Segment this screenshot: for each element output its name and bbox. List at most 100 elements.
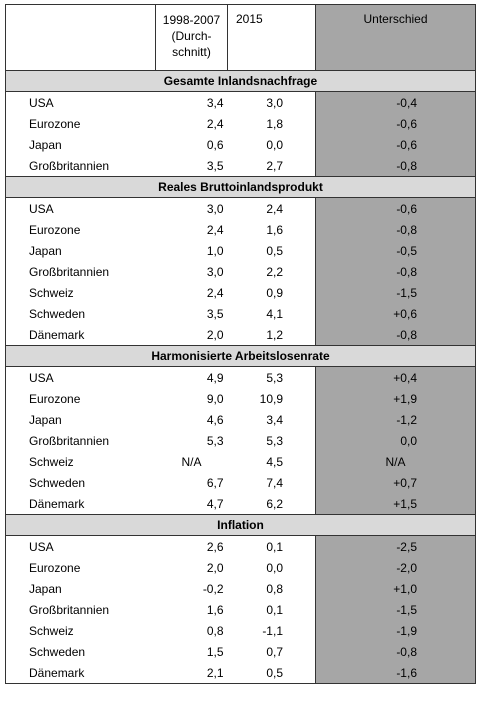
period-value-cell: 0,6: [206, 137, 224, 152]
period-value-cell: 1,6: [206, 602, 224, 617]
section-header-gesamte-inlandsnachfrage: Gesamte Inlandsnachfrage: [5, 70, 476, 92]
country-cell: Schweden: [5, 472, 156, 493]
year-value-cell: 0,0: [227, 134, 316, 155]
period-value-cell: 2,0: [155, 324, 228, 346]
difference-cell: -0,8: [315, 155, 476, 177]
country-cell: Dänemark: [5, 662, 156, 684]
country-cell: Schweiz: [5, 451, 156, 472]
period-value-cell: 4,6: [206, 412, 224, 427]
country-cell: Eurozone: [5, 113, 156, 134]
country-cell: Dänemark: [5, 324, 156, 346]
country-cell: Japan: [5, 134, 156, 155]
header-difference-cell: Unterschied: [315, 4, 476, 71]
year-value-cell: 4,5: [227, 451, 316, 472]
country-cell: Schweden: [5, 641, 156, 662]
period-value-cell: 9,0: [206, 391, 224, 406]
year-value-cell: 1,8: [227, 113, 316, 134]
difference-cell: -0,6: [315, 197, 476, 219]
header-period-line3: schnitt): [172, 45, 211, 59]
table-row: Schweden 1,5 0,7 -0,8: [5, 641, 476, 662]
section-header-harmonisierte-arbeitslosenrate: Harmonisierte Arbeitslosenrate: [5, 345, 476, 367]
difference-cell: +1,9: [315, 388, 476, 409]
country-cell: Eurozone: [5, 557, 156, 578]
difference-cell: +0,4: [315, 366, 476, 388]
table-row: Japan 0,6 0,0 -0,6: [5, 134, 476, 155]
table-row: Großbritannien 3,0 2,2 -0,8: [5, 261, 476, 282]
period-value-cell: 0,8: [206, 623, 224, 638]
country-cell: USA: [5, 91, 156, 113]
difference-cell: -0,8: [315, 219, 476, 240]
year-value-cell: 0,5: [227, 662, 316, 684]
table-row: Japan -0,2 0,8 +1,0: [5, 578, 476, 599]
difference-cell: -0,8: [315, 261, 476, 282]
year-value-cell: 2,7: [227, 155, 316, 177]
period-value-cell: 3,4: [155, 91, 228, 113]
country-cell: Schweden: [5, 303, 156, 324]
period-value-cell: 5,3: [206, 433, 224, 448]
difference-cell: +0,6: [315, 303, 476, 324]
difference-cell: -1,5: [315, 599, 476, 620]
table-row: Dänemark 2,0 1,2 -0,8: [5, 324, 476, 346]
country-cell: Eurozone: [5, 388, 156, 409]
country-cell: Großbritannien: [5, 261, 156, 282]
section-header-inflation: Inflation: [5, 514, 476, 536]
country-cell: Japan: [5, 578, 156, 599]
difference-cell: +1,5: [315, 493, 476, 515]
section-title: Inflation: [5, 514, 476, 536]
period-value-cell: 6,7: [206, 475, 224, 490]
table-row: Eurozone 9,0 10,9 +1,9: [5, 388, 476, 409]
year-value-cell: 0,5: [227, 240, 316, 261]
country-cell: USA: [5, 535, 156, 557]
table-row: USA 4,9 5,3 +0,4: [5, 366, 476, 388]
year-value-cell: 0,0: [227, 557, 316, 578]
year-value-cell: 0,8: [227, 578, 316, 599]
economic-comparison-table: 1998-2007 (Durch- schnitt) 2015 Untersch…: [5, 4, 476, 684]
period-value-cell: 2,0: [206, 560, 224, 575]
country-cell: Eurozone: [5, 219, 156, 240]
difference-cell: -0,6: [315, 113, 476, 134]
difference-cell: -0,4: [315, 91, 476, 113]
year-value-cell: 5,3: [227, 430, 316, 451]
period-value-cell: 2,4: [206, 285, 224, 300]
period-value-cell: 3,5: [155, 155, 228, 177]
year-value-cell: 4,1: [227, 303, 316, 324]
table-row: Eurozone 2,4 1,6 -0,8: [5, 219, 476, 240]
table-row: Schweiz 2,4 0,9 -1,5: [5, 282, 476, 303]
table-row: Schweiz 0,8 -1,1 -1,9: [5, 620, 476, 641]
table-row: Schweden 6,7 7,4 +0,7: [5, 472, 476, 493]
country-cell: Dänemark: [5, 493, 156, 515]
table-row: Japan 1,0 0,5 -0,5: [5, 240, 476, 261]
difference-cell: -0,8: [315, 641, 476, 662]
period-value-cell: -0,2: [202, 581, 224, 596]
year-value-cell: 0,9: [227, 282, 316, 303]
header-period-line1: 1998-2007: [162, 13, 221, 27]
header-empty-cell: [5, 4, 156, 71]
section-title: Gesamte Inlandsnachfrage: [5, 70, 476, 92]
year-value-cell: 1,2: [227, 324, 316, 346]
period-value-cell: 1,0: [206, 243, 224, 258]
table-row: Großbritannien 5,3 5,3 0,0: [5, 430, 476, 451]
difference-cell: -2,5: [315, 535, 476, 557]
year-value-cell: 0,7: [227, 641, 316, 662]
table-row: USA 2,6 0,1 -2,5: [5, 535, 476, 557]
section-title: Reales Bruttoinlandsprodukt: [5, 176, 476, 198]
header-year-cell: 2015: [227, 4, 316, 71]
table-body: 1998-2007 (Durch- schnitt) 2015 Untersch…: [5, 4, 476, 684]
year-value-cell: 0,1: [227, 599, 316, 620]
country-cell: Großbritannien: [5, 430, 156, 451]
difference-cell: -1,2: [315, 409, 476, 430]
table-row: Schweden 3,5 4,1 +0,6: [5, 303, 476, 324]
difference-cell: 0,0: [315, 430, 476, 451]
year-value-cell: 7,4: [227, 472, 316, 493]
table-row: Eurozone 2,4 1,8 -0,6: [5, 113, 476, 134]
year-value-cell: 3,0: [227, 91, 316, 113]
year-value-cell: 3,4: [227, 409, 316, 430]
country-cell: USA: [5, 197, 156, 219]
country-cell: Großbritannien: [5, 155, 156, 177]
country-cell: Großbritannien: [5, 599, 156, 620]
year-value-cell: 2,2: [227, 261, 316, 282]
period-value-cell: 3,5: [206, 306, 224, 321]
year-value-cell: 0,1: [227, 535, 316, 557]
period-value-cell: 3,0: [206, 264, 224, 279]
header-row: 1998-2007 (Durch- schnitt) 2015 Untersch…: [5, 4, 476, 71]
